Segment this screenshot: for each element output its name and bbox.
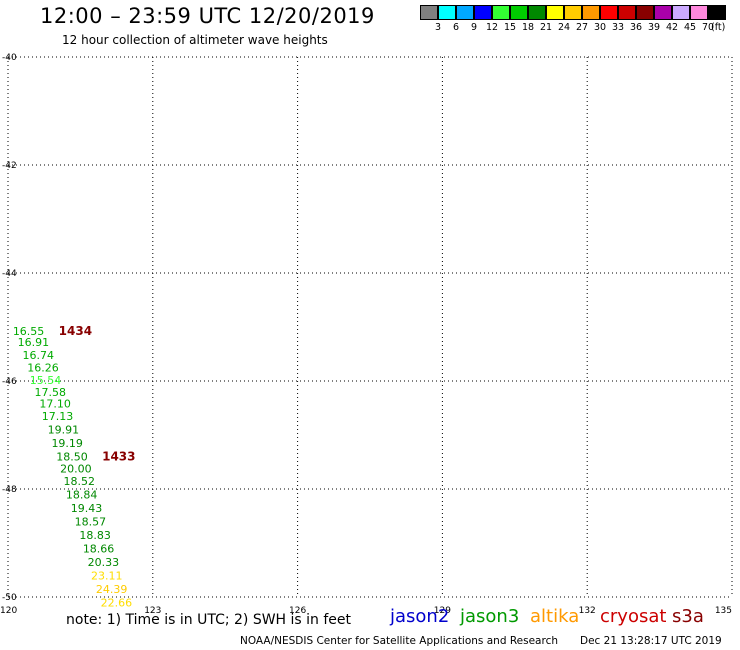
scale-swatch xyxy=(636,5,654,20)
y-tick-label: -48 xyxy=(2,485,17,495)
scale-label: 36 xyxy=(629,22,643,33)
page-title: 12:00 – 23:59 UTC 12/20/2019 xyxy=(40,4,375,28)
wave-height-label: 16.55 xyxy=(13,325,45,338)
x-tick-label: 129 xyxy=(434,606,451,616)
units-note: note: 1) Time is in UTC; 2) SWH is in fe… xyxy=(66,612,352,628)
scale-swatch xyxy=(438,5,456,20)
x-tick-label: 132 xyxy=(579,606,596,616)
wave-height-label: 20.00 xyxy=(60,462,92,475)
scale-label: 3 xyxy=(434,22,442,33)
scale-label: 39 xyxy=(647,22,661,33)
scale-label: 45 xyxy=(683,22,697,33)
scale-swatch xyxy=(564,5,582,20)
scale-swatch xyxy=(474,5,492,20)
legend-cryosat: cryosat xyxy=(600,606,667,627)
wave-height-label: 24.39 xyxy=(96,583,128,596)
scale-label: 18 xyxy=(521,22,535,33)
y-tick-label: -42 xyxy=(2,161,17,171)
wave-height-label: 17.58 xyxy=(35,386,66,399)
x-tick-label: 126 xyxy=(289,606,306,616)
scale-swatch xyxy=(654,5,672,20)
scale-swatch xyxy=(582,5,600,20)
legend-altika: altika xyxy=(530,606,580,627)
scale-label: 27 xyxy=(575,22,589,33)
x-tick-label: 123 xyxy=(144,606,161,616)
wave-height-label: 16.74 xyxy=(22,349,54,362)
time-label: 1434 xyxy=(59,324,92,338)
scale-swatch xyxy=(510,5,528,20)
wave-height-label: 20.33 xyxy=(88,556,120,569)
scale-label: 15 xyxy=(503,22,517,33)
scale-label: 9 xyxy=(470,22,478,33)
wave-height-label: 19.19 xyxy=(51,437,83,450)
scale-swatch xyxy=(690,5,708,20)
page-subtitle: 12 hour collection of altimeter wave hei… xyxy=(62,33,328,47)
scale-swatch xyxy=(708,5,726,20)
wave-height-label: 19.91 xyxy=(48,424,80,437)
legend-jason3: jason3 xyxy=(460,606,520,627)
scale-swatch xyxy=(600,5,618,20)
scale-swatch xyxy=(618,5,636,20)
time-label: 1433 xyxy=(102,450,135,464)
footer-timestamp: Dec 21 13:28:17 UTC 2019 xyxy=(580,635,722,647)
scale-label: 42 xyxy=(665,22,679,33)
y-tick-label: -44 xyxy=(2,269,17,279)
wave-height-label: 18.84 xyxy=(66,488,98,501)
scale-swatch xyxy=(528,5,546,20)
scale-swatch xyxy=(420,5,438,20)
x-tick-label: 120 xyxy=(0,606,17,616)
scale-label: 33 xyxy=(611,22,625,33)
scale-swatch xyxy=(492,5,510,20)
wave-height-label: 22.66 xyxy=(101,596,133,609)
y-tick-label: -46 xyxy=(2,377,17,387)
wave-height-label: 18.66 xyxy=(83,542,115,555)
wave-height-label: 18.52 xyxy=(64,475,96,488)
scale-unit: (ft) xyxy=(711,22,726,33)
scale-label: 70 xyxy=(701,22,715,33)
scale-swatch xyxy=(546,5,564,20)
y-tick-label: -50 xyxy=(2,593,17,603)
wave-height-label: 17.10 xyxy=(39,398,71,411)
scale-swatch xyxy=(672,5,690,20)
wave-height-label: 18.50 xyxy=(56,451,87,464)
scale-label: 21 xyxy=(539,22,553,33)
wave-height-label: 23.11 xyxy=(91,569,123,582)
wave-height-label: 19.43 xyxy=(71,502,103,515)
wave-height-label: 15.54 xyxy=(30,374,62,387)
wave-height-label: 17.13 xyxy=(42,410,74,423)
x-tick-label: 135 xyxy=(715,606,732,616)
scale-label: 12 xyxy=(485,22,499,33)
wave-height-label: 18.83 xyxy=(79,529,111,542)
y-tick-label: -40 xyxy=(2,53,17,63)
scale-label: 6 xyxy=(452,22,460,33)
legend-s3a: s3a xyxy=(672,606,704,627)
scale-swatch xyxy=(456,5,474,20)
wave-height-label: 16.26 xyxy=(27,362,59,375)
wave-height-label: 18.57 xyxy=(75,515,107,528)
scale-label: 30 xyxy=(593,22,607,33)
scale-label: 24 xyxy=(557,22,571,33)
footer-credit: NOAA/NESDIS Center for Satellite Applica… xyxy=(240,635,558,647)
wave-height-label: 16.91 xyxy=(18,336,50,349)
legend-jason2: jason2 xyxy=(390,606,450,627)
